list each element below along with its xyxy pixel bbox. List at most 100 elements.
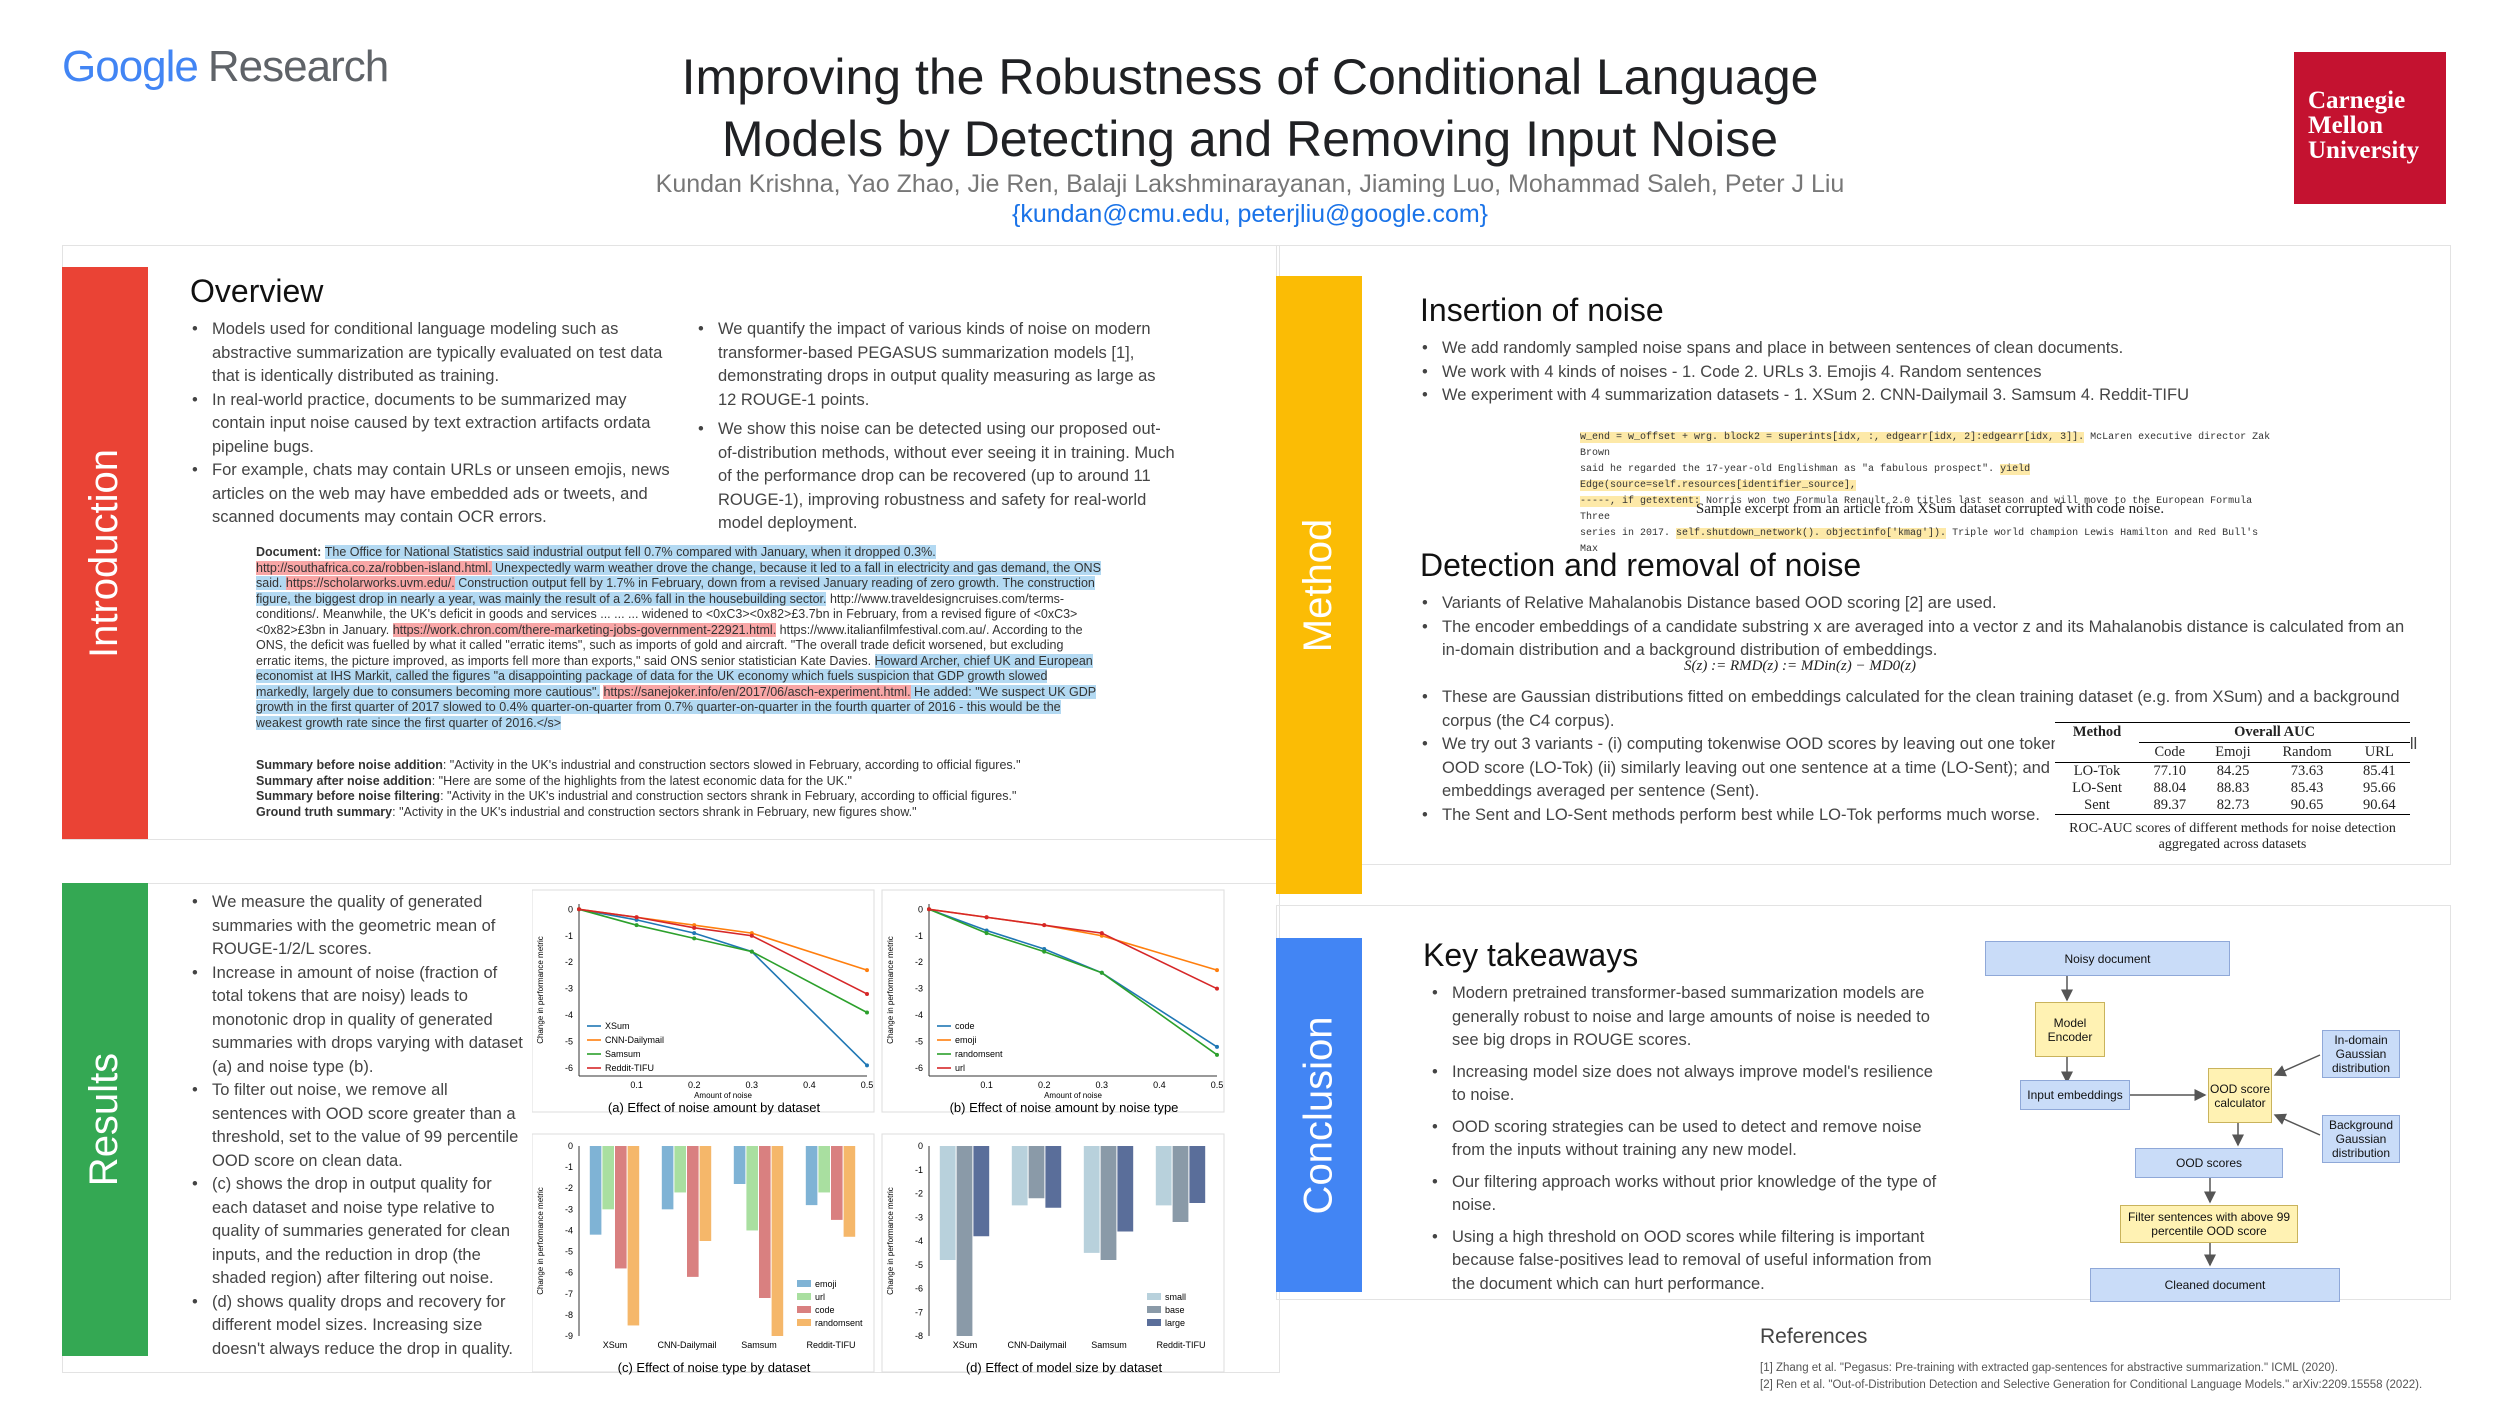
document-span: https://www.italianfilmfestival.com.au/.… (256, 622, 1083, 668)
legend-swatch (1147, 1319, 1161, 1326)
table-header: Overall AUC (2139, 722, 2410, 743)
y-tick-label: 0 (568, 1141, 573, 1151)
x-tick-label: 0.5 (861, 1080, 874, 1090)
bullet-item: Increase in amount of noise (fraction of… (190, 962, 525, 1080)
y-axis-label: Change in performance metric (536, 1187, 545, 1295)
bar (1100, 1146, 1117, 1260)
google-research-logo: Google Research (62, 42, 389, 92)
results-side-label: Results (62, 883, 148, 1356)
code-line: -----, if getextent: Norris won two Form… (1580, 494, 2280, 526)
flow-ood-score-calculator: OOD score calculator (2208, 1068, 2272, 1123)
bullet-item: We show this noise can be detected using… (696, 418, 1176, 536)
bullet-item: We add randomly sampled noise spans and … (1420, 337, 2420, 361)
chart-frame (532, 889, 875, 1113)
x-tick-label: Samsum (741, 1340, 777, 1350)
bar (1045, 1146, 1062, 1208)
bar (1172, 1146, 1189, 1222)
table-row: LO-Sent 88.04 88.83 85.43 95.66 (2055, 780, 2410, 797)
summary-label: Ground truth summary (256, 804, 393, 819)
summary-line: Summary after noise addition: "Here are … (256, 774, 1206, 790)
legend-label: Samsum (605, 1049, 641, 1059)
bar (831, 1146, 843, 1220)
summary-label: Summary before noise addition (256, 758, 443, 772)
flow-cleaned-document: Cleaned document (2090, 1268, 2340, 1302)
summary-line: Summary before noise addition: "Activity… (256, 758, 1206, 774)
chart-caption: (d) Effect of model size by dataset (966, 1360, 1163, 1375)
code-excerpt-caption: Sample excerpt from an article from XSum… (1695, 501, 2165, 517)
x-tick-label: 0.4 (1153, 1080, 1166, 1090)
y-tick-label: -3 (565, 1204, 573, 1214)
legend-swatch (797, 1280, 811, 1287)
code-line: said he regarded the 17-year-old English… (1580, 462, 2280, 494)
code-line: series in 2017. self.shutdown_network().… (1580, 526, 2280, 558)
bullet-item: In real-world practice, documents to be … (190, 389, 680, 460)
legend-swatch (797, 1306, 811, 1313)
results-bullets: We measure the quality of generated summ… (190, 891, 525, 1361)
legend-label: url (955, 1063, 965, 1073)
bar (805, 1146, 818, 1206)
series-line (578, 908, 868, 971)
y-tick-label: -7 (915, 1307, 923, 1317)
intro-bullets-left: Models used for conditional language mod… (190, 318, 680, 530)
title-line-2: Models by Detecting and Removing Input N… (721, 111, 1779, 167)
conclusion-side-label: Conclusion (1276, 938, 1362, 1292)
y-tick-label: -5 (915, 1260, 923, 1270)
table-cell: LO-Tok (2073, 763, 2121, 779)
legend-label: emoji (815, 1279, 837, 1289)
noisy-document-example: Document: The Office for National Statis… (256, 545, 1101, 731)
summary-comparisons: Summary before noise addition: "Activity… (256, 758, 1206, 820)
arrow (2273, 1113, 2321, 1136)
table-header: Random (2282, 744, 2332, 760)
legend-swatch (797, 1293, 811, 1300)
references-list: [1] Zhang et al. "Pegasus: Pre-training … (1760, 1360, 2460, 1394)
y-tick-label: -2 (565, 957, 573, 967)
bullet-item: Using a high threshold on OOD scores whi… (1430, 1226, 1950, 1297)
chart-caption: (b) Effect of noise amount by noise type (950, 1100, 1179, 1115)
bar (1189, 1146, 1206, 1203)
article-span: Triple world champion Lewis Hamilton and… (1580, 528, 2259, 555)
legend-label: emoji (955, 1035, 977, 1045)
authors: Kundan Krishna, Yao Zhao, Jie Ren, Balaj… (655, 170, 1845, 198)
y-tick-label: -4 (915, 1010, 923, 1020)
detection-heading: Detection and removal of noise (1420, 547, 1862, 583)
method-side-label: Method (1276, 276, 1362, 894)
y-tick-label: 0 (918, 904, 923, 914)
y-tick-label: -1 (915, 1165, 923, 1175)
introduction-side-text: Introduction (82, 448, 127, 658)
data-point (984, 931, 989, 936)
x-tick-label: 0.2 (688, 1080, 701, 1090)
reference-item: [1] Zhang et al. "Pegasus: Pre-training … (1760, 1362, 2338, 1374)
article-span: said he regarded the 17-year-old English… (1580, 464, 2001, 475)
bar (746, 1146, 758, 1231)
article-span: series in 2017. (1580, 528, 1677, 539)
table-cell: 85.41 (2362, 763, 2396, 779)
chart-frame (532, 1133, 875, 1373)
arrow (2273, 1054, 2321, 1077)
table-row: LO-Tok 77.10 84.25 73.63 85.41 (2055, 763, 2410, 781)
x-axis-label: Amount of noise (1044, 1091, 1102, 1100)
y-tick-label: -8 (565, 1310, 573, 1320)
overview-heading: Overview (190, 273, 324, 309)
y-tick-label: -4 (565, 1225, 573, 1235)
chart-caption: (a) Effect of noise amount by dataset (608, 1100, 821, 1115)
legend-label: large (1165, 1318, 1185, 1328)
y-tick-label: 0 (918, 1141, 923, 1151)
data-point (984, 915, 989, 920)
summary-label: Summary after noise addition (256, 773, 432, 788)
bullet-item: We quantify the impact of various kinds … (696, 318, 1176, 412)
data-point (634, 923, 639, 928)
code-line: w_end = w_offset + wrg. block2 = superin… (1580, 430, 2280, 462)
y-tick-label: -6 (915, 1284, 923, 1294)
rmd-formula: S(z) := RMD(z) := MDin(z) − MD0(z) (1684, 658, 1916, 674)
emails[interactable]: {kundan@cmu.edu, peterjliu@google.com} (1011, 200, 1489, 228)
flow-model-encoder: Model Encoder (2035, 1002, 2105, 1057)
table-cell: 90.64 (2362, 797, 2396, 813)
takeaway-bullets: Modern pretrained transformer-based summ… (1430, 982, 1950, 1304)
bar (589, 1146, 602, 1235)
bar (615, 1146, 627, 1269)
bullet-item: Variants of Relative Mahalanobis Distanc… (1420, 592, 2420, 616)
y-tick-label: -6 (565, 1268, 573, 1278)
data-point (692, 925, 697, 930)
flow-ood-scores: OOD scores (2135, 1148, 2283, 1178)
insertion-heading: Insertion of noise (1420, 292, 1664, 328)
